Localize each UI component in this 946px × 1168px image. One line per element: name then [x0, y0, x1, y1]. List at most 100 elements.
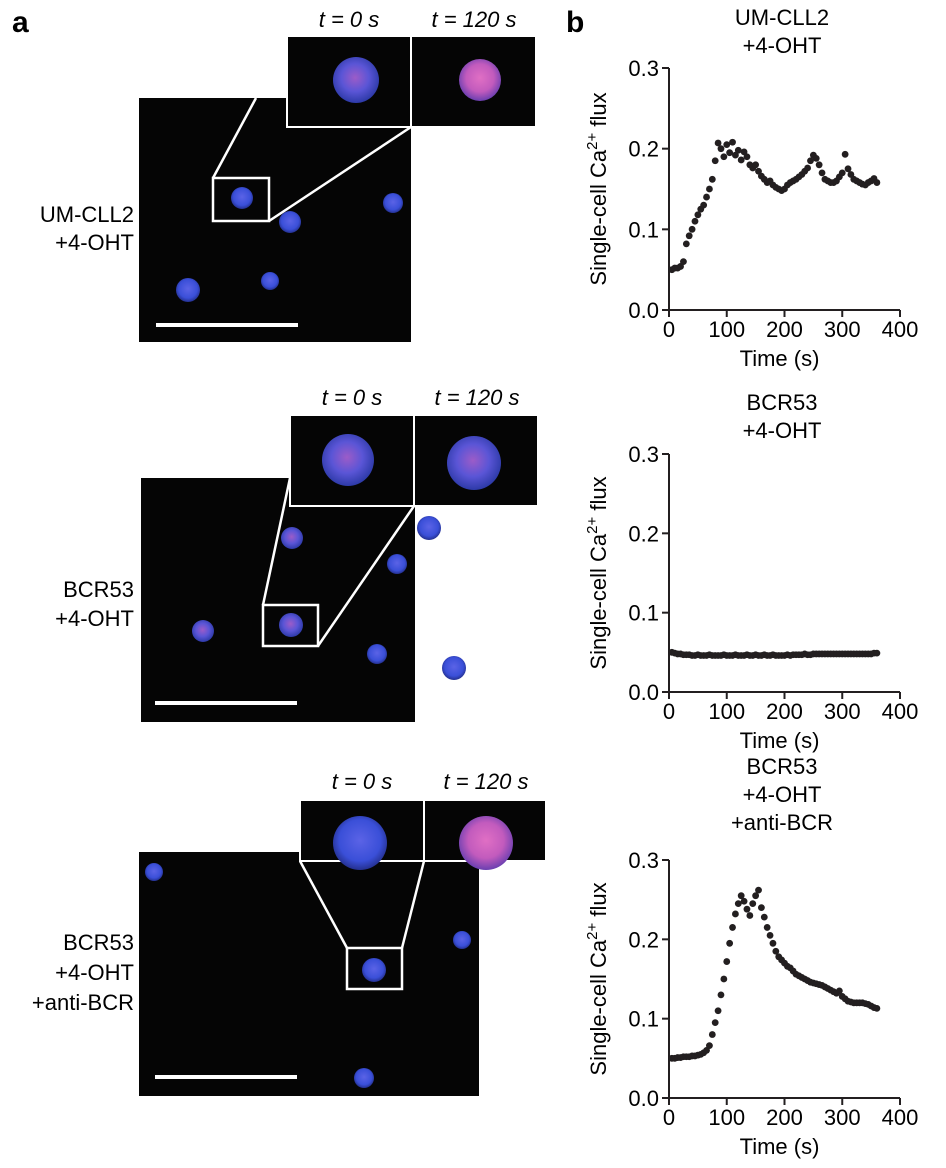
- x-tick-label: 200: [766, 317, 803, 342]
- chart-3: 0 100 200 300 400 0.0 0.1 0.2 0.3 Time (s) Single-…: [584, 754, 918, 1159]
- chart-title-line: +4-OHT: [743, 782, 822, 807]
- cell: [354, 1068, 374, 1088]
- microscopy-row-1: t = 0 s t = 120 s UM-CLL2 +4-OHT: [40, 7, 537, 342]
- x-tick-label: 400: [882, 317, 919, 342]
- data-point: [841, 150, 849, 158]
- data-point: [720, 153, 728, 161]
- cell: [145, 863, 163, 881]
- cell: [192, 620, 214, 642]
- inset-label-t0: t = 0 s: [322, 385, 383, 410]
- zoom-box: [211, 176, 271, 223]
- data-point: [740, 897, 748, 905]
- cell: [176, 278, 200, 302]
- cell: [383, 193, 403, 213]
- inset-frame: [289, 414, 539, 507]
- data-point: [717, 991, 725, 999]
- condition-label-line: BCR53: [63, 577, 134, 602]
- data-point: [680, 258, 687, 265]
- data-point: [749, 900, 757, 908]
- condition-label-line: +4-OHT: [55, 606, 134, 631]
- y-axis-label-main: Single-cell Ca: [586, 939, 611, 1075]
- inset-cell-t0: [322, 434, 374, 486]
- cell: [362, 958, 386, 982]
- inset-label-t120: t = 120 s: [434, 385, 519, 410]
- data-point: [812, 154, 820, 162]
- data-point: [873, 1004, 881, 1012]
- data-point: [743, 905, 751, 913]
- x-tick-label: 400: [882, 699, 919, 724]
- data-point: [711, 1019, 719, 1027]
- x-axis-label: Time (s): [740, 346, 820, 371]
- data-point: [708, 1031, 716, 1038]
- data-point: [706, 1042, 713, 1050]
- cell: [417, 516, 441, 540]
- data-point: [752, 161, 760, 169]
- data-point: [758, 904, 765, 911]
- cell: [442, 656, 466, 680]
- inset-label-t120: t = 120 s: [431, 7, 516, 32]
- panel-label-b: b: [566, 6, 584, 39]
- data-point: [732, 910, 739, 918]
- data-point: [804, 164, 811, 172]
- data-point: [772, 947, 780, 955]
- inset-label-t120: t = 120 s: [443, 769, 528, 794]
- data-point: [769, 939, 777, 947]
- cell: [367, 644, 387, 664]
- x-tick-label: 300: [824, 699, 861, 724]
- chart-title-line: UM-CLL2: [735, 5, 829, 30]
- x-tick-label: 100: [708, 1105, 745, 1130]
- data-point: [688, 225, 696, 233]
- cell: [261, 272, 279, 290]
- data-point: [734, 900, 742, 908]
- zoom-line: [268, 125, 412, 223]
- microscopy-row-3: t = 0 s t = 120 s BCR53 +4-OHT +anti-BCR: [32, 769, 547, 1096]
- y-axis-label: Single-cell Ca2+ flux: [584, 882, 611, 1075]
- condition-label-line: BCR53: [63, 930, 134, 955]
- zoom-line: [298, 860, 349, 949]
- data-point: [734, 146, 742, 154]
- micrograph-field: [139, 98, 411, 342]
- data-point: [682, 240, 690, 248]
- inset-label-t0: t = 0 s: [319, 7, 380, 32]
- data-point: [694, 211, 702, 219]
- inset-cell-t120: [459, 816, 513, 870]
- chart-1: 0 100 200 300 400 0.0 0.1 0.2 0.3 Time (s) Single-…: [584, 5, 918, 371]
- zoom-box: [345, 946, 404, 991]
- y-tick-label: 0.2: [628, 137, 659, 162]
- cell: [453, 931, 471, 949]
- y-tick-label: 0.1: [628, 217, 659, 242]
- data-point: [729, 924, 736, 931]
- y-axis-label-tail: flux: [586, 92, 611, 132]
- data-point: [714, 139, 722, 147]
- x-tick-label: 0: [663, 699, 675, 724]
- inset-cell-t120: [459, 59, 501, 101]
- zoom-line: [400, 860, 426, 949]
- chart-title-line: BCR53: [747, 390, 818, 415]
- chart-title-line: +4-OHT: [743, 33, 822, 58]
- y-tick-label: 0.3: [628, 848, 659, 873]
- cell: [231, 187, 253, 209]
- x-tick-label: 100: [708, 699, 745, 724]
- data-point: [711, 157, 719, 165]
- data-point: [737, 156, 745, 164]
- x-axis-label: Time (s): [740, 728, 820, 753]
- zoom-line: [316, 505, 416, 647]
- data-point: [818, 169, 826, 177]
- x-tick-label: 0: [663, 1105, 675, 1130]
- y-tick-label: 0.3: [628, 56, 659, 81]
- y-tick-label: 0.2: [628, 521, 659, 546]
- data-point: [737, 892, 745, 900]
- y-axis-label: Single-cell Ca2+ flux: [584, 476, 611, 669]
- zoom-line: [261, 477, 292, 606]
- data-point: [700, 201, 708, 209]
- y-tick-label: 0.3: [628, 442, 659, 467]
- y-tick-label: 0.0: [628, 1086, 659, 1111]
- inset-cell-t0: [333, 57, 379, 103]
- data-point: [760, 913, 768, 921]
- y-tick-label: 0.2: [628, 927, 659, 952]
- cell: [281, 527, 303, 549]
- data-point: [755, 886, 762, 894]
- chart-title-line: BCR53: [747, 754, 818, 779]
- condition-label-line: +4-OHT: [55, 960, 134, 985]
